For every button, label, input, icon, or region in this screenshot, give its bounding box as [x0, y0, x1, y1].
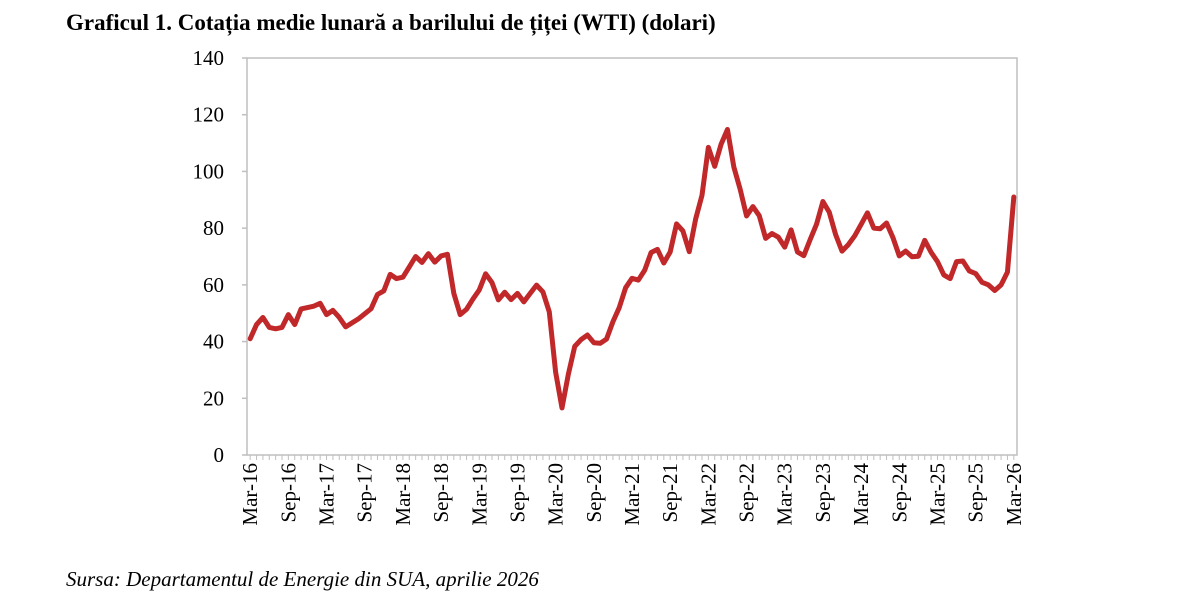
x-tick-label: Sep-21: [658, 463, 682, 523]
y-tick-label: 80: [203, 216, 224, 240]
x-tick-label: Sep-19: [505, 463, 529, 523]
x-tick-label: Mar-19: [467, 463, 491, 526]
y-tick-label: 120: [193, 103, 225, 127]
y-tick-label: 140: [193, 46, 225, 70]
x-tick-label: Sep-20: [582, 463, 606, 523]
x-tick-label: Sep-23: [811, 463, 835, 523]
x-tick-label: Sep-16: [276, 463, 300, 523]
data-line: [247, 126, 1017, 411]
y-tick-label: 0: [214, 443, 225, 467]
x-tick-label: Mar-24: [849, 463, 873, 526]
x-tick-label: Sep-25: [964, 463, 988, 523]
y-tick-label: 20: [203, 386, 224, 410]
y-tick-label: 40: [203, 330, 224, 354]
x-tick-label: Mar-20: [544, 463, 568, 526]
x-tick-label: Sep-17: [353, 463, 377, 523]
x-tick-label: Mar-26: [1002, 463, 1026, 526]
source-note: Sursa: Departamentul de Energie din SUA,…: [66, 567, 539, 591]
x-tick-label: Sep-22: [735, 463, 759, 523]
y-tick-label: 60: [203, 273, 224, 297]
x-tick-label: Sep-24: [887, 463, 911, 523]
y-tick-label: 100: [193, 159, 225, 183]
x-tick-label: Mar-21: [620, 463, 644, 526]
x-tick-label: Mar-16: [238, 463, 262, 526]
x-tick-label: Mar-22: [696, 463, 720, 526]
x-tick-label: Mar-25: [925, 463, 949, 526]
x-tick-label: Mar-17: [315, 463, 339, 526]
x-tick-label: Mar-18: [391, 463, 415, 526]
chart-title: Graficul 1. Cotația medie lunară a baril…: [66, 10, 716, 36]
x-tick-label: Mar-23: [773, 463, 797, 526]
x-tick-label: Sep-18: [429, 463, 453, 523]
